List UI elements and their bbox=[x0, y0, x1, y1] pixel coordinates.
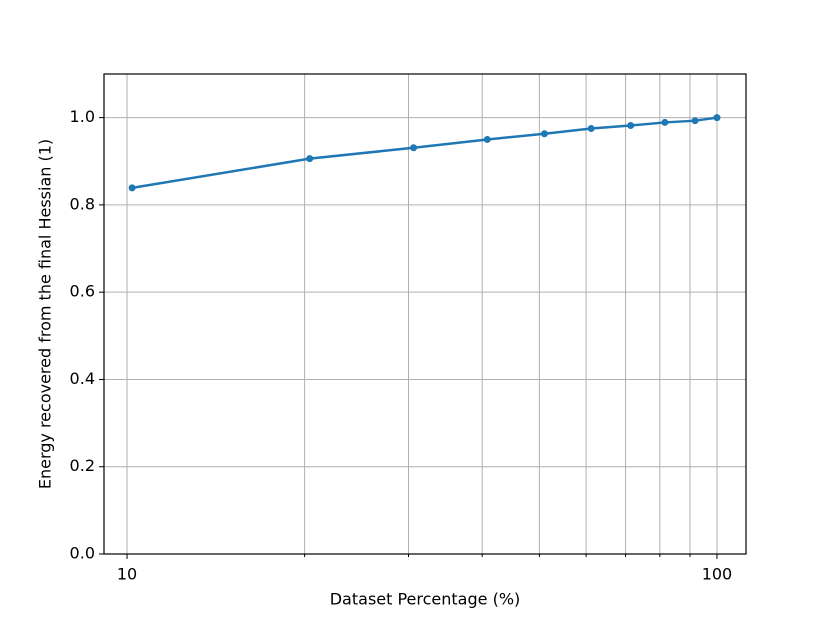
y-tick-label: 0.0 bbox=[70, 544, 95, 563]
data-point bbox=[661, 118, 669, 126]
y-tick-label: 0.4 bbox=[70, 369, 95, 388]
data-point bbox=[306, 155, 314, 163]
x-tick-label: 100 bbox=[702, 565, 733, 584]
y-tick-label: 0.8 bbox=[70, 194, 95, 213]
data-point bbox=[128, 184, 136, 192]
y-axis-label: Energy recovered from the final Hessian … bbox=[36, 139, 55, 489]
data-point bbox=[410, 144, 418, 152]
data-point bbox=[540, 130, 548, 138]
y-tick-label: 1.0 bbox=[70, 107, 95, 126]
x-axis-label: Dataset Percentage (%) bbox=[330, 590, 521, 609]
data-point bbox=[483, 135, 491, 143]
plot-frame bbox=[103, 73, 747, 555]
data-line bbox=[131, 116, 718, 190]
y-tick-label: 0.2 bbox=[70, 456, 95, 475]
x-tick-label: 10 bbox=[117, 565, 137, 584]
data-point bbox=[627, 121, 635, 129]
data-point bbox=[713, 114, 721, 122]
y-tick-label: 0.6 bbox=[70, 282, 95, 301]
data-point bbox=[691, 117, 699, 125]
data-point bbox=[587, 125, 595, 133]
